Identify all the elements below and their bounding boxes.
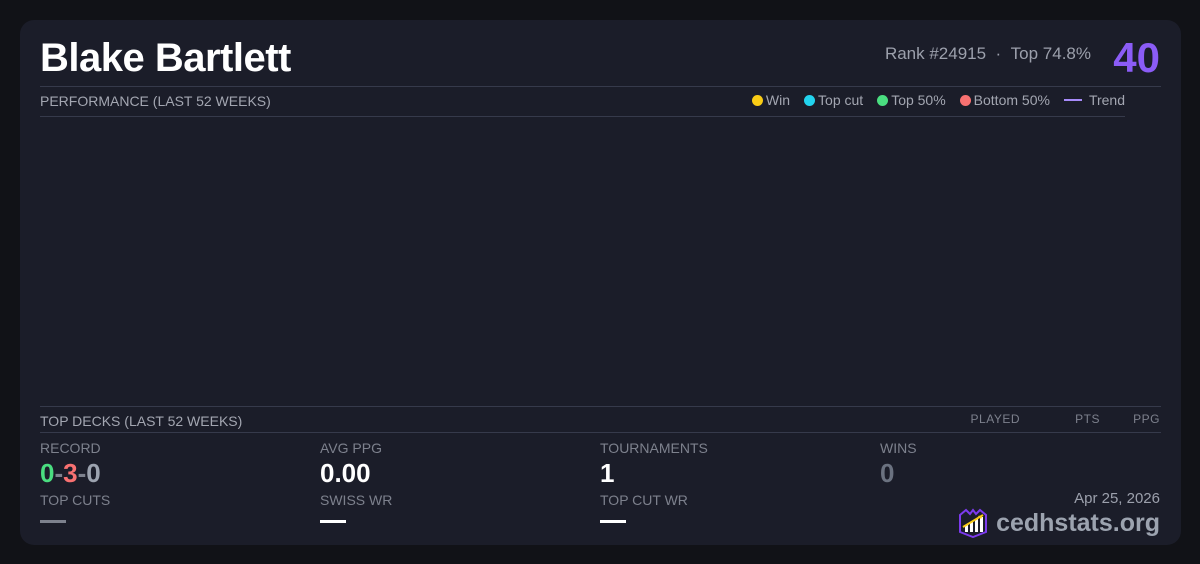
performance-chart-area — [40, 117, 1125, 406]
rank: Rank #24915 — [884, 44, 987, 63]
col-played: PLAYED — [970, 412, 1020, 426]
stat-value: 1 — [600, 458, 615, 488]
legend: Win Top cut Top 50% Bottom 50% Trend — [751, 92, 1125, 108]
top-decks-title: TOP DECKS (LAST 52 WEEKS) — [40, 413, 243, 429]
bottom-50-dot-icon — [959, 94, 971, 106]
brand-name: cedhstats.org — [996, 508, 1160, 537]
legend-label: Bottom 50% — [973, 92, 1050, 108]
sep: - — [77, 458, 87, 488]
date: Apr 25, 2026 — [1074, 490, 1160, 507]
record-wins: 0 — [40, 458, 55, 488]
col-ppg: PPG — [1133, 412, 1160, 426]
score: 40 — [1113, 34, 1160, 81]
stat-label: SWISS WR — [320, 492, 393, 508]
stat-value-empty — [600, 520, 626, 523]
legend-trend: Trend — [1063, 92, 1125, 108]
stat-value-empty — [40, 520, 66, 523]
win-dot-icon — [751, 94, 763, 106]
stat-value: 0 — [880, 458, 895, 488]
record-value: 0-3-0 — [40, 458, 101, 489]
divider — [40, 406, 1161, 407]
stat-top-cuts: TOP CUTS — [40, 492, 110, 523]
chart-shield-logo-icon — [959, 508, 988, 538]
stat-swiss-wr: SWISS WR — [320, 492, 392, 523]
trend-line-icon — [1063, 99, 1082, 101]
stat-wins: WINS 0 — [880, 440, 917, 489]
legend-top-50: Top 50% — [877, 92, 946, 108]
top-cut-dot-icon — [804, 94, 816, 106]
legend-label: Trend — [1088, 92, 1125, 108]
legend-top-cut: Top cut — [804, 92, 863, 108]
rank-info: Rank #24915 · Top 74.8% — [885, 44, 1091, 64]
record-losses: 3 — [63, 458, 78, 488]
record-draws: 0 — [86, 458, 101, 488]
stat-avg-ppg: AVG PPG 0.00 — [320, 440, 382, 489]
divider — [40, 86, 1161, 87]
stat-value: 0.00 — [320, 458, 371, 488]
stat-tournaments: TOURNAMENTS 1 — [600, 440, 708, 489]
stat-label: AVG PPG — [320, 440, 382, 456]
player-name: Blake Bartlett — [40, 36, 291, 80]
legend-label: Win — [765, 92, 791, 108]
col-pts: PTS — [1075, 412, 1100, 426]
divider — [40, 432, 1161, 433]
stat-label: WINS — [880, 440, 917, 456]
stat-record: RECORD 0-3-0 — [40, 440, 101, 489]
stat-label: RECORD — [40, 440, 101, 456]
performance-title: PERFORMANCE (LAST 52 WEEKS) — [40, 93, 271, 109]
stat-label: TOP CUTS — [40, 492, 111, 508]
top-50-dot-icon — [877, 94, 889, 106]
stat-label: TOURNAMENTS — [600, 440, 708, 456]
legend-win: Win — [751, 92, 791, 108]
legend-bottom-50: Bottom 50% — [959, 92, 1050, 108]
stat-label: TOP CUT WR — [600, 492, 688, 508]
player-card: Blake Bartlett Rank #24915 · Top 74.8% 4… — [20, 20, 1181, 545]
legend-label: Top cut — [818, 92, 864, 108]
legend-label: Top 50% — [891, 92, 946, 108]
stat-value-empty — [320, 520, 346, 523]
divider — [40, 116, 1125, 117]
stat-top-cut-wr: TOP CUT WR — [600, 492, 688, 523]
top-percent: Top 74.8% — [1010, 44, 1091, 63]
brand: cedhstats.org — [958, 508, 1160, 538]
sep: - — [54, 458, 64, 488]
separator: · — [995, 44, 1002, 63]
